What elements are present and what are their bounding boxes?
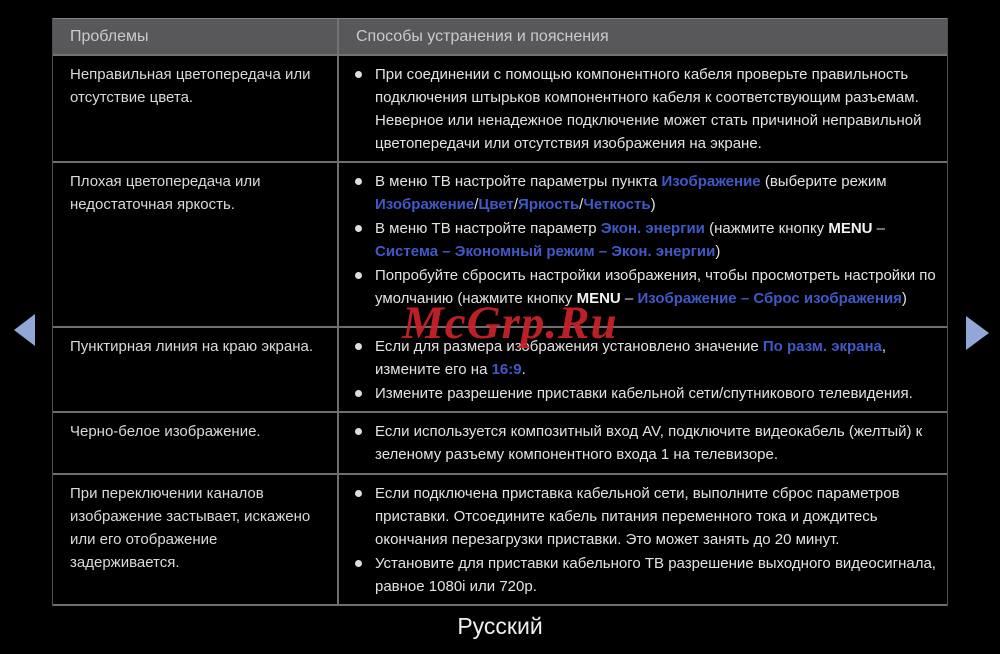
- language-footer-label: Русский: [457, 613, 543, 639]
- text-segment: Попробуйте сбросить настройки изображени…: [375, 267, 936, 307]
- problem-cell: Черно-белое изображение.: [53, 413, 339, 473]
- problem-cell: Неправильная цветопередача или отсутстви…: [53, 56, 339, 161]
- problem-cell: Плохая цветопередача или недостаточная я…: [53, 163, 339, 326]
- solution-text: Установите для приставки кабельного ТВ р…: [375, 552, 939, 598]
- text-segment: MENU: [576, 290, 621, 307]
- table-header-row: Проблемы Способы устранения и пояснения: [53, 18, 947, 56]
- text-segment: По разм. экрана: [762, 338, 882, 355]
- text-segment: Экон. энергии: [600, 220, 705, 237]
- solutions-cell: При соединении с помощью компонентного к…: [339, 56, 947, 161]
- text-segment: Установите для приставки кабельного ТВ р…: [375, 555, 936, 595]
- solution-item: В меню ТВ настройте параметры пункта Изо…: [352, 170, 939, 216]
- bullet-icon: [355, 343, 362, 350]
- bullet-icon: [355, 560, 362, 567]
- table-row: При переключении каналов изображение зас…: [53, 475, 947, 606]
- text-segment: MENU: [828, 220, 873, 237]
- text-segment: –: [872, 220, 886, 237]
- text-segment: Цвет: [478, 196, 514, 213]
- text-segment: ): [715, 243, 721, 260]
- text-segment: .: [521, 361, 526, 378]
- solution-item: Установите для приставки кабельного ТВ р…: [352, 552, 939, 598]
- bullet-icon: [355, 225, 362, 232]
- solution-text: При соединении с помощью компонентного к…: [375, 63, 939, 155]
- bullet-icon: [355, 272, 362, 279]
- header-problems: Проблемы: [53, 19, 339, 54]
- text-segment: , измените его на: [375, 338, 887, 378]
- text-segment: Система – Экономный режим – Экон. энерги…: [375, 243, 716, 260]
- table-row: Плохая цветопередача или недостаточная я…: [53, 163, 947, 328]
- solution-item: В меню ТВ настройте параметр Экон. энерг…: [352, 217, 939, 263]
- text-segment: Яркость: [518, 196, 580, 213]
- solution-item: Если для размера изображения установлено…: [352, 335, 939, 381]
- prev-page-arrow-icon[interactable]: [14, 314, 35, 346]
- text-segment: При соединении с помощью компонентного к…: [375, 66, 922, 152]
- solution-text: Попробуйте сбросить настройки изображени…: [375, 264, 939, 310]
- solution-text: Если для размера изображения установлено…: [375, 335, 939, 381]
- text-segment: В меню ТВ настройте параметр: [375, 220, 601, 237]
- bullet-icon: [355, 490, 362, 497]
- solutions-cell: Если подключена приставка кабельной сети…: [339, 475, 947, 604]
- text-segment: В меню ТВ настройте параметры пункта: [375, 173, 662, 190]
- problem-cell: При переключении каналов изображение зас…: [53, 475, 339, 604]
- text-segment: Если используется композитный вход AV, п…: [375, 423, 923, 463]
- solution-item: При соединении с помощью компонентного к…: [352, 63, 939, 155]
- text-segment: –: [620, 290, 638, 307]
- solution-item: Измените разрешение приставки кабельной …: [352, 382, 939, 405]
- text-segment: Если подключена приставка кабельной сети…: [375, 485, 900, 548]
- solution-text: Измените разрешение приставки кабельной …: [375, 382, 939, 405]
- text-segment: Если для размера изображения установлено…: [375, 338, 763, 355]
- bullet-icon: [355, 428, 362, 435]
- text-segment: Изображение: [375, 196, 475, 213]
- text-segment: /: [474, 196, 479, 213]
- text-segment: /: [579, 196, 584, 213]
- header-solutions: Способы устранения и пояснения: [356, 28, 609, 45]
- solutions-cell: В меню ТВ настройте параметры пункта Изо…: [339, 163, 947, 326]
- solutions-cell: Если используется композитный вход AV, п…: [339, 413, 947, 473]
- solution-item: Попробуйте сбросить настройки изображени…: [352, 264, 939, 310]
- next-page-arrow-icon[interactable]: [966, 316, 989, 350]
- bullet-icon: [355, 178, 362, 185]
- text-segment: 16:9: [491, 361, 522, 378]
- text-segment: Измените разрешение приставки кабельной …: [375, 385, 913, 402]
- solutions-cell: Если для размера изображения установлено…: [339, 328, 947, 411]
- solution-item: Если подключена приставка кабельной сети…: [352, 482, 939, 551]
- text-segment: (нажмите кнопку: [704, 220, 829, 237]
- table-row: Черно-белое изображение. Если используетс…: [53, 413, 947, 475]
- problem-cell: Пунктирная линия на краю экрана.: [53, 328, 339, 411]
- table-body: Неправильная цветопередача или отсутстви…: [53, 56, 947, 606]
- troubleshooting-table: Проблемы Способы устранения и пояснения …: [52, 18, 948, 606]
- text-segment: (выберите режим: [760, 173, 887, 190]
- solution-item: Если используется композитный вход AV, п…: [352, 420, 939, 466]
- table-row: Неправильная цветопередача или отсутстви…: [53, 56, 947, 163]
- text-segment: ): [650, 196, 656, 213]
- text-segment: Изображение – Сброс изображения: [637, 290, 902, 307]
- solution-text: Если подключена приставка кабельной сети…: [375, 482, 939, 551]
- text-segment: /: [513, 196, 519, 213]
- text-segment: ): [901, 290, 907, 307]
- solution-text: В меню ТВ настройте параметры пункта Изо…: [375, 170, 939, 216]
- table-row: Пунктирная линия на краю экрана. Если для…: [53, 328, 947, 413]
- bullet-icon: [355, 390, 362, 397]
- solution-text: В меню ТВ настройте параметр Экон. энерг…: [375, 217, 939, 263]
- text-segment: Четкость: [583, 196, 651, 213]
- bullet-icon: [355, 71, 362, 78]
- solution-text: Если используется композитный вход AV, п…: [375, 420, 939, 466]
- text-segment: Изображение: [661, 173, 761, 190]
